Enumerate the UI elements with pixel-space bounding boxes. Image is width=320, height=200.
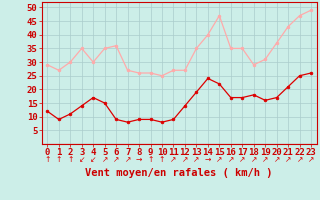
Text: →: → [205, 155, 211, 164]
Text: ↑: ↑ [44, 155, 51, 164]
Text: ↗: ↗ [251, 155, 257, 164]
Text: ↗: ↗ [170, 155, 177, 164]
Text: ↙: ↙ [90, 155, 96, 164]
Text: ↑: ↑ [159, 155, 165, 164]
Text: ↙: ↙ [78, 155, 85, 164]
Text: ↑: ↑ [67, 155, 74, 164]
Text: ↗: ↗ [182, 155, 188, 164]
Text: ↑: ↑ [56, 155, 62, 164]
Text: ↗: ↗ [216, 155, 222, 164]
Text: ↗: ↗ [274, 155, 280, 164]
Text: ↗: ↗ [124, 155, 131, 164]
Text: ↗: ↗ [262, 155, 268, 164]
Text: ↗: ↗ [193, 155, 200, 164]
Text: ↗: ↗ [296, 155, 303, 164]
Text: ↗: ↗ [101, 155, 108, 164]
Text: ↗: ↗ [308, 155, 314, 164]
Text: ↗: ↗ [285, 155, 291, 164]
X-axis label: Vent moyen/en rafales ( km/h ): Vent moyen/en rafales ( km/h ) [85, 168, 273, 178]
Text: ↗: ↗ [113, 155, 119, 164]
Text: ↑: ↑ [147, 155, 154, 164]
Text: ↗: ↗ [228, 155, 234, 164]
Text: →: → [136, 155, 142, 164]
Text: ↗: ↗ [239, 155, 245, 164]
